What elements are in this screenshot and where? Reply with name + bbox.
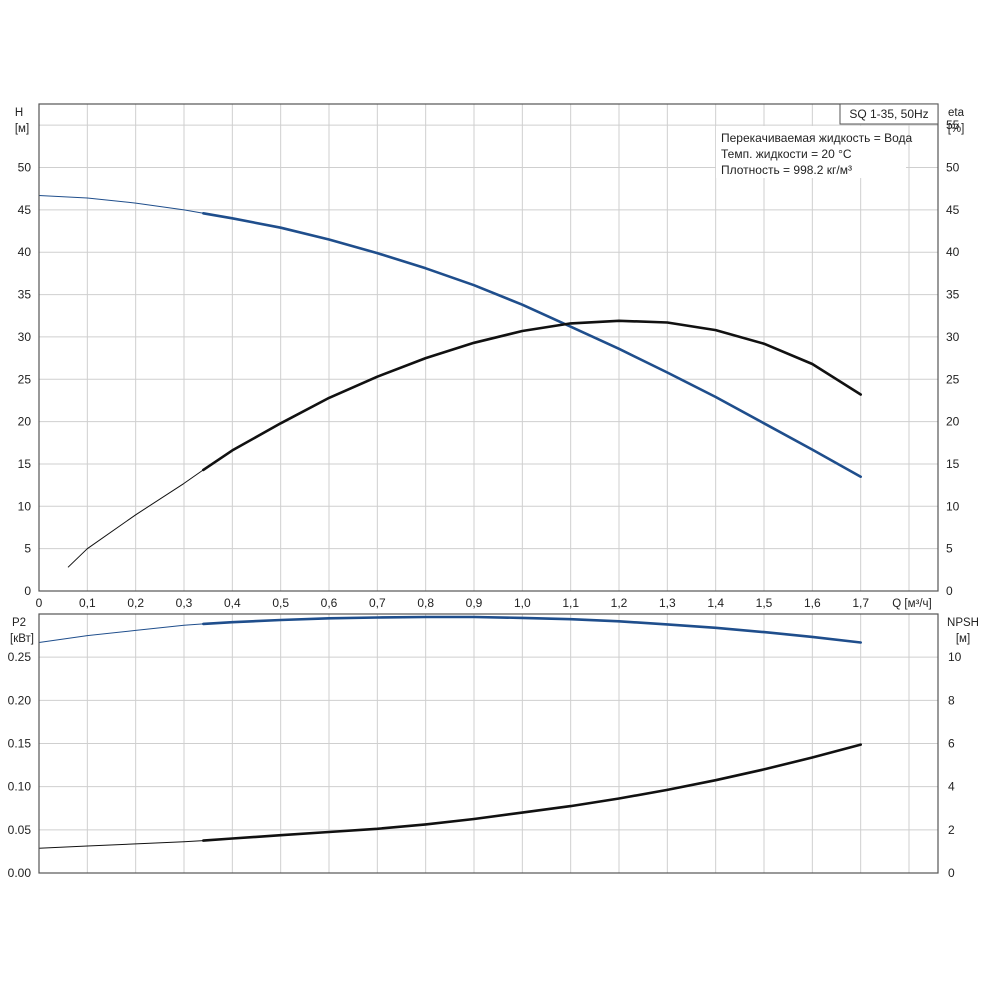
top-left-tick-label: 30 — [18, 330, 32, 344]
x-axis-title: Q [м³/ч] — [892, 598, 931, 610]
top-left-tick-label: 35 — [18, 288, 32, 302]
npsh-curve-extrapolated — [38, 840, 204, 849]
x-tick-label: 0 — [36, 596, 43, 610]
bottom-left-tick-label: 0.05 — [8, 823, 32, 837]
head-curve — [202, 212, 863, 479]
efficiency-curve — [202, 319, 863, 472]
tick-labels: 0 0,1 0,2 0,3 0,4 0,5 0,6 0,7 0,8 0,9 1,0 1,1 1,2 1,3… — [8, 118, 962, 880]
power-curve-extrapolated — [38, 623, 204, 643]
bottom-left-tick-label: 0.00 — [8, 866, 32, 880]
x-tick-label: 0,4 — [224, 596, 241, 610]
curves — [38, 195, 863, 849]
power-curve — [202, 615, 863, 644]
title-box-text: SQ 1-35, 50Hz — [849, 107, 928, 121]
bottom-left-tick-label: 0.25 — [8, 650, 32, 664]
top-right-tick-label: 45 — [946, 203, 960, 217]
top-right-tick-label: 35 — [946, 288, 960, 302]
top-right-axis-unit: [%] — [948, 123, 965, 135]
x-tick-label: 1,2 — [611, 596, 628, 610]
top-left-tick-label: 40 — [18, 245, 32, 259]
efficiency-curve-extrapolated — [67, 469, 204, 568]
x-tick-label: 1,5 — [756, 596, 773, 610]
top-left-tick-label: 20 — [18, 415, 32, 429]
npsh-curve — [202, 743, 863, 842]
x-tick-label: 1,4 — [707, 596, 724, 610]
top-right-tick-label: 25 — [946, 372, 960, 386]
bottom-right-axis-unit: [м] — [956, 633, 970, 645]
annotation-liquid: Перекачиваемая жидкость = Вода — [721, 131, 913, 145]
x-tick-label: 0,5 — [272, 596, 289, 610]
x-tick-label: 1,6 — [804, 596, 821, 610]
top-left-tick-label: 15 — [18, 457, 32, 471]
x-tick-label: 1,3 — [659, 596, 676, 610]
bottom-right-tick-label: 2 — [948, 823, 955, 837]
top-right-axis-title: eta — [948, 107, 965, 119]
top-left-tick-label: 0 — [24, 584, 31, 598]
bottom-left-tick-label: 0.15 — [8, 737, 32, 751]
top-right-tick-label: 50 — [946, 161, 960, 175]
x-tick-label: 0,8 — [417, 596, 434, 610]
annotation-temperature: Темп. жидкости = 20 °C — [721, 147, 852, 161]
annotation-density: Плотность = 998.2 кг/м³ — [721, 163, 852, 177]
top-right-tick-label: 30 — [946, 330, 960, 344]
x-tick-label: 0,6 — [321, 596, 338, 610]
top-right-tick-label: 55 — [946, 118, 960, 132]
x-tick-label: 1,1 — [562, 596, 579, 610]
top-left-tick-label: 5 — [24, 542, 31, 556]
bottom-left-tick-label: 0.20 — [8, 693, 32, 707]
top-left-axis-unit: [м] — [15, 123, 29, 135]
bottom-left-axis-title: P2 — [12, 617, 26, 629]
top-left-tick-label: 50 — [18, 161, 32, 175]
x-tick-label: 0,3 — [176, 596, 193, 610]
bottom-right-tick-label: 6 — [948, 737, 955, 751]
bottom-right-tick-label: 4 — [948, 780, 955, 794]
x-tick-label: 1,7 — [852, 596, 869, 610]
bottom-panel-grid — [38, 613, 938, 873]
head-curve-extrapolated — [38, 195, 204, 214]
x-tick-label: 0,2 — [127, 596, 144, 610]
x-tick-label: 0,7 — [369, 596, 386, 610]
bottom-right-tick-label: 8 — [948, 693, 955, 707]
bottom-panel-frame — [38, 613, 939, 874]
x-tick-label: 0,9 — [466, 596, 483, 610]
top-right-tick-label: 0 — [946, 584, 953, 598]
top-right-tick-label: 5 — [946, 542, 953, 556]
top-left-tick-label: 25 — [18, 372, 32, 386]
top-right-tick-label: 15 — [946, 457, 960, 471]
top-right-tick-label: 20 — [946, 415, 960, 429]
top-right-tick-label: 10 — [946, 499, 960, 513]
bottom-left-tick-label: 0.10 — [8, 780, 32, 794]
bottom-right-tick-label: 0 — [948, 866, 955, 880]
bottom-left-axis-unit: [кВт] — [10, 633, 34, 645]
title-box — [839, 103, 939, 125]
top-left-tick-label: 45 — [18, 203, 32, 217]
bottom-right-axis-title: NPSH — [947, 617, 979, 629]
bottom-right-tick-label: 10 — [948, 650, 962, 664]
x-tick-label: 0,1 — [79, 596, 96, 610]
x-tick-label: 1,0 — [514, 596, 531, 610]
top-right-tick-label: 40 — [946, 245, 960, 259]
top-left-tick-label: 10 — [18, 499, 32, 513]
top-left-axis-title: H — [15, 107, 23, 119]
legend-background — [716, 126, 906, 178]
top-panel-frame — [38, 103, 939, 592]
